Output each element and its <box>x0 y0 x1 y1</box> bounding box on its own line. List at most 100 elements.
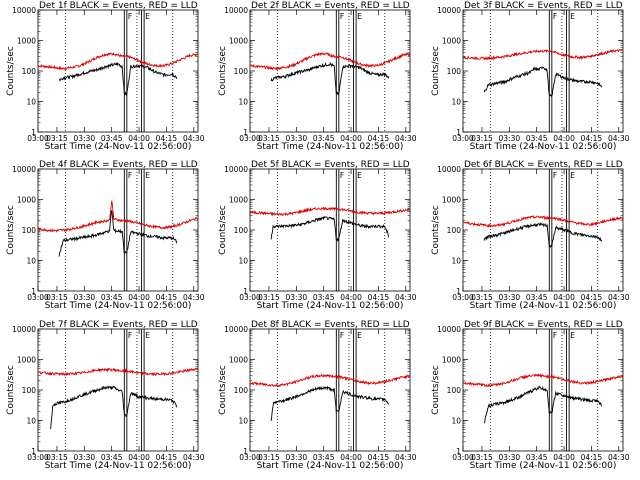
x-tick-label: 03:00 <box>239 453 261 462</box>
lld-series-line <box>37 200 198 233</box>
x-tick-label: 03:00 <box>27 134 49 143</box>
y-tick-label: 100 <box>447 67 462 76</box>
panel-title: Det 7f BLACK = Events, RED = LLD <box>39 320 198 330</box>
y-tick-label: 10 <box>451 98 461 107</box>
x-tick-label: 04:15 <box>581 134 603 143</box>
x-tick-label: 03:30 <box>499 453 521 462</box>
x-tick-label: 03:45 <box>313 453 335 462</box>
y-tick-label: 10000 <box>12 165 36 174</box>
x-tick-label: 03:00 <box>27 293 49 302</box>
x-tick-label: 03:15 <box>258 293 280 302</box>
y-tick-label: 1000 <box>229 37 248 46</box>
x-axis-label: Start Time (24-Nov-11 02:56:00) <box>257 142 404 152</box>
x-tick-label: 04:00 <box>128 134 150 143</box>
panel-6: Det 6f BLACK = Events, RED = LLD 1 10 100 10… <box>431 160 630 311</box>
events-series-line <box>483 66 603 98</box>
x-tick-label: 04:30 <box>395 134 417 143</box>
y-tick-label: 10 <box>238 98 248 107</box>
x-tick-label: 03:00 <box>239 293 261 302</box>
x-tick-label: 03:00 <box>239 134 261 143</box>
x-axis-label: Start Time (24-Nov-11 02:56:00) <box>470 301 617 311</box>
flag-label-f: F <box>128 331 132 340</box>
y-tick-label: 10000 <box>12 325 36 334</box>
y-tick-label: 10000 <box>224 165 248 174</box>
panel-title: Det 3f BLACK = Events, RED = LLD <box>464 1 623 11</box>
y-tick-label: 10 <box>451 417 461 426</box>
flag-label-f: F <box>340 12 344 21</box>
x-tick-label: 03:45 <box>526 134 548 143</box>
plot-frame <box>249 9 411 133</box>
panel-title: Det 5f BLACK = Events, RED = LLD <box>251 160 410 170</box>
x-tick-label: 04:00 <box>553 453 575 462</box>
plot-frame <box>37 9 199 133</box>
y-tick-label: 1 <box>456 447 461 456</box>
y-tick-label: 1000 <box>442 356 461 365</box>
y-tick-label: 1 <box>243 128 248 137</box>
x-tick-label: 04:30 <box>608 453 630 462</box>
panel-title: Det 4f BLACK = Events, RED = LLD <box>39 160 198 170</box>
lld-series-line <box>37 52 198 71</box>
flag-label-e: E <box>145 12 150 21</box>
x-tick-label: 03:15 <box>46 293 68 302</box>
flag-label-f: F <box>128 12 132 21</box>
x-tick-label: 03:00 <box>452 293 474 302</box>
x-tick-label: 04:15 <box>581 293 603 302</box>
x-tick-label: 03:15 <box>258 134 280 143</box>
flag-label-f: F <box>553 12 557 21</box>
panel-1: Det 1f BLACK = Events, RED = LLD 1 10 100 10… <box>6 1 205 152</box>
flag-label-e: E <box>145 171 150 180</box>
panel-5: Det 5f BLACK = Events, RED = LLD 1 10 100 10… <box>218 160 417 311</box>
y-axis-label: Counts/sec <box>431 365 441 415</box>
x-tick-label: 03:15 <box>471 293 493 302</box>
x-tick-label: 03:30 <box>74 134 96 143</box>
y-tick-label: 1 <box>31 447 36 456</box>
flag-label-f: F <box>553 171 557 180</box>
y-tick-label: 100 <box>234 226 249 235</box>
flag-label-e: E <box>357 12 362 21</box>
y-tick-label: 10000 <box>437 6 461 15</box>
y-tick-label: 1000 <box>17 196 36 205</box>
y-tick-label: 1 <box>456 287 461 296</box>
x-axis-label: Start Time (24-Nov-11 02:56:00) <box>470 461 617 471</box>
y-axis-label: Counts/sec <box>6 365 16 415</box>
x-tick-label: 04:30 <box>608 134 630 143</box>
x-tick-label: 03:45 <box>101 293 123 302</box>
plot-frame <box>462 168 624 292</box>
y-tick-label: 1000 <box>442 196 461 205</box>
x-tick-label: 03:30 <box>286 134 308 143</box>
y-tick-label: 10 <box>238 417 248 426</box>
x-tick-label: 04:30 <box>183 134 205 143</box>
lld-series-line <box>249 373 410 388</box>
y-tick-label: 10 <box>451 257 461 266</box>
panel-3: Det 3f BLACK = Events, RED = LLD 1 10 100 10… <box>431 1 630 152</box>
events-series-line <box>270 216 390 242</box>
x-axis-label: Start Time (24-Nov-11 02:56:00) <box>45 461 192 471</box>
lld-series-line <box>462 373 624 388</box>
y-tick-label: 10000 <box>437 325 461 334</box>
flag-label-f: F <box>128 171 132 180</box>
x-axis-label: Start Time (24-Nov-11 02:56:00) <box>257 461 404 471</box>
panel-9: Det 9f BLACK = Events, RED = LLD 1 10 100 10… <box>431 320 630 471</box>
x-axis-label: Start Time (24-Nov-11 02:56:00) <box>45 142 192 152</box>
x-tick-label: 04:15 <box>368 134 390 143</box>
y-tick-label: 10 <box>26 417 36 426</box>
y-tick-label: 1000 <box>229 356 248 365</box>
x-tick-label: 03:30 <box>499 293 521 302</box>
x-tick-label: 03:15 <box>46 453 68 462</box>
y-axis-label: Counts/sec <box>6 46 16 96</box>
x-tick-label: 04:00 <box>553 134 575 143</box>
x-tick-label: 03:15 <box>471 134 493 143</box>
lld-series-line <box>37 367 198 377</box>
x-tick-label: 04:00 <box>340 134 362 143</box>
events-series-line <box>270 61 390 96</box>
events-series-line <box>483 385 602 424</box>
panel-title: Det 8f BLACK = Events, RED = LLD <box>251 320 410 330</box>
flag-label-e: E <box>357 331 362 340</box>
y-axis-label: Counts/sec <box>431 205 441 255</box>
y-tick-label: 100 <box>22 67 37 76</box>
x-tick-label: 04:30 <box>183 453 205 462</box>
y-tick-label: 1000 <box>17 37 36 46</box>
x-axis-label: Start Time (24-Nov-11 02:56:00) <box>45 301 192 311</box>
y-axis-label: Counts/sec <box>431 46 441 96</box>
